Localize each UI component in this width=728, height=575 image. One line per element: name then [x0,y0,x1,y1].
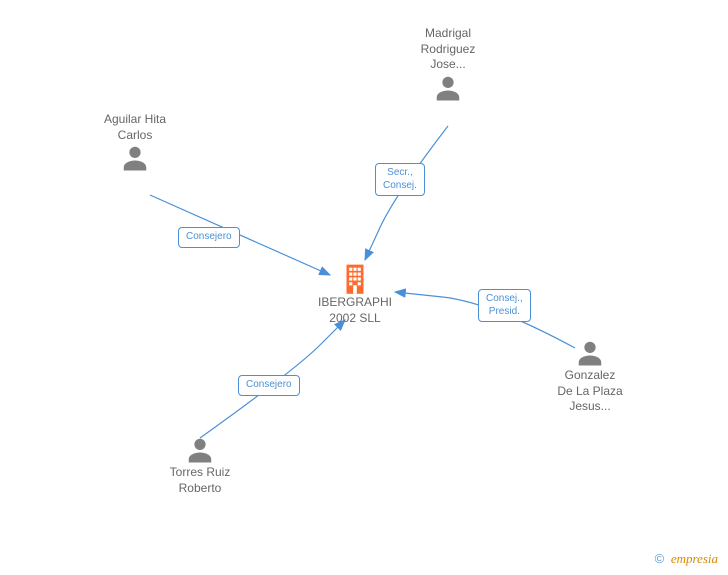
node-label: Aguilar Hita Carlos [80,112,190,143]
edge-label: Consejero [238,375,300,396]
node-label: Madrigal Rodriguez Jose... [393,26,503,73]
person-node[interactable]: Gonzalez De La Plaza Jesus... [535,338,645,415]
person-node[interactable]: Aguilar Hita Carlos [80,112,190,173]
person-icon [393,73,503,103]
watermark: © Empresia [655,551,718,567]
person-icon [535,338,645,368]
edge-label: Consej., Presid. [478,289,531,322]
node-label: Gonzalez De La Plaza Jesus... [535,368,645,415]
brand-name: Empresia [671,551,718,566]
person-icon [80,143,190,173]
node-label: IBERGRAPHI 2002 SLL [300,295,410,326]
edge-label: Secr., Consej. [375,163,425,196]
company-node[interactable]: IBERGRAPHI 2002 SLL [300,261,410,326]
person-node[interactable]: Madrigal Rodriguez Jose... [393,26,503,103]
person-node[interactable]: Torres Ruiz Roberto [145,435,255,496]
building-icon [300,261,410,295]
edge-label: Consejero [178,227,240,248]
node-label: Torres Ruiz Roberto [145,465,255,496]
copyright-symbol: © [655,551,665,566]
person-icon [145,435,255,465]
